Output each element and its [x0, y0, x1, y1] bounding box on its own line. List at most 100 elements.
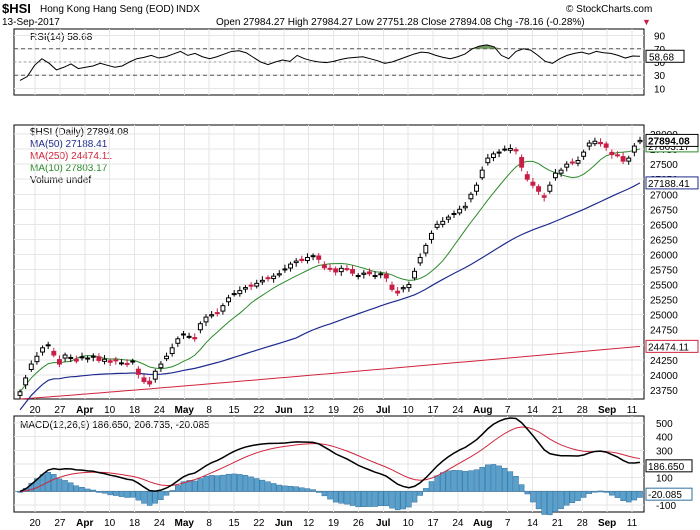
macd-histogram-bar	[163, 491, 170, 496]
candle	[451, 210, 457, 219]
price-xtick: Jul	[376, 405, 391, 416]
candle-body	[457, 208, 463, 214]
macd-histogram-bar	[349, 491, 356, 506]
candle-body	[169, 347, 175, 355]
macd-histogram-bar	[180, 481, 187, 492]
candle	[355, 273, 361, 280]
price-xtick: 18	[129, 405, 141, 416]
candle-body	[226, 297, 232, 303]
macd-histogram-bar	[513, 475, 519, 492]
candle	[468, 191, 474, 203]
candle-body	[507, 147, 513, 151]
candle-body	[130, 360, 136, 363]
candle-body	[417, 256, 423, 264]
macd-histogram-bar	[490, 464, 497, 492]
macd-histogram-bar	[501, 467, 508, 492]
candle-body	[541, 195, 547, 198]
price-xtick: 24	[452, 405, 464, 416]
macd-line	[19, 417, 641, 493]
price-ytick: 25250	[650, 296, 678, 307]
candle-body	[237, 290, 243, 295]
candle	[23, 374, 29, 390]
macd-histogram-bar	[620, 491, 626, 501]
candle-body	[34, 355, 40, 363]
candle	[220, 303, 226, 315]
macd-histogram-bar	[445, 470, 452, 492]
price-xtick: 27	[54, 405, 66, 416]
macd-xtick: Aug	[473, 518, 492, 529]
macd-histogram-bar	[169, 490, 175, 492]
macd-histogram-bar	[299, 487, 305, 492]
candle	[569, 158, 575, 166]
price-xtick: Apr	[76, 405, 93, 416]
candle-body	[389, 284, 395, 290]
price-xtick: 14	[527, 405, 539, 416]
macd-histogram-bar	[423, 488, 429, 492]
macd-histogram-bar	[270, 483, 277, 492]
candle-body	[85, 357, 91, 360]
macd-histogram-bar	[287, 485, 294, 492]
macd-xtick: 19	[328, 518, 340, 529]
macd-histogram-bar	[146, 491, 153, 506]
candle	[102, 355, 108, 365]
candle	[79, 352, 85, 361]
candle	[338, 265, 344, 276]
candle	[564, 161, 570, 172]
ma250-value-label-box	[645, 339, 699, 353]
macd-histogram-bar	[175, 485, 181, 492]
macd-histogram-bar	[366, 491, 373, 507]
candle-body	[248, 284, 254, 287]
candle	[242, 285, 248, 293]
candle	[581, 149, 587, 160]
candle	[288, 261, 294, 272]
macd-xtick: 11	[627, 518, 638, 529]
price-xtick: 24	[154, 405, 166, 416]
candle-body	[592, 140, 598, 145]
candle-body	[158, 363, 164, 369]
candle	[547, 181, 553, 194]
macd-histogram-bar	[394, 491, 401, 511]
candle-body	[524, 174, 530, 180]
candle-body	[614, 154, 620, 157]
candle	[299, 255, 305, 263]
candle-body	[304, 256, 310, 261]
macd-histogram-bar	[496, 465, 502, 492]
macd-histogram-bar	[203, 476, 209, 492]
candle-body	[299, 258, 305, 261]
candle	[457, 205, 463, 216]
candle	[524, 171, 530, 182]
candle-body	[569, 161, 575, 164]
candle	[209, 311, 215, 319]
candle-body	[609, 151, 615, 156]
candle	[164, 352, 170, 362]
price-ytick: 23750	[650, 386, 678, 397]
macd-histogram-bar	[389, 491, 395, 509]
macd-histogram-bar	[541, 491, 547, 515]
macd-histogram-bar	[625, 491, 632, 503]
candle	[90, 353, 96, 362]
candle-body	[45, 344, 51, 347]
macd-histogram-bar	[73, 485, 80, 492]
candle	[203, 314, 209, 327]
candle-body	[519, 157, 525, 168]
candle	[62, 352, 68, 362]
candle-body	[276, 273, 282, 276]
price-ytick: 27000	[650, 190, 678, 201]
candle-body	[547, 184, 553, 192]
macd-value-box	[645, 459, 693, 473]
candle	[417, 253, 423, 266]
macd-histogram-bar	[315, 491, 322, 493]
candle-body	[620, 156, 626, 162]
macd-histogram-bar	[383, 491, 390, 507]
price-xtick: 11	[627, 405, 638, 416]
candle-body	[586, 142, 592, 147]
candle-body	[485, 157, 491, 164]
price-ytick: 25500	[650, 281, 678, 292]
candle-body	[462, 205, 468, 209]
candle	[28, 360, 34, 372]
macd-histogram-bar	[242, 475, 249, 492]
candle	[507, 144, 513, 154]
candle	[603, 141, 609, 151]
candle	[614, 151, 620, 158]
macd-xtick: 24	[154, 518, 166, 529]
